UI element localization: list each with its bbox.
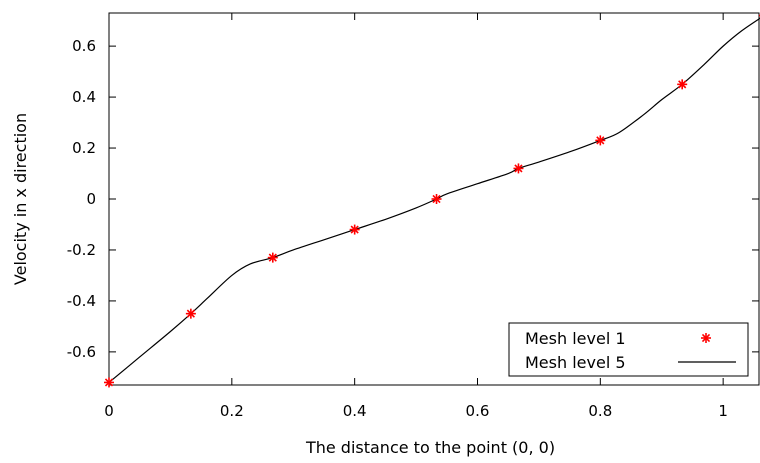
x-tick-label-0: 0 xyxy=(104,402,114,420)
legend-label-mesh-level-5: Mesh level 5 xyxy=(525,353,626,372)
data-point-mesh-level-1-2 xyxy=(267,252,278,263)
y-tick-label-1: -0.4 xyxy=(67,292,96,310)
legend: Mesh level 1 Mesh level 5 xyxy=(508,322,749,377)
data-point-mesh-level-1-0 xyxy=(104,377,114,388)
x-axis-title: The distance to the point (0, 0) xyxy=(305,438,555,457)
y-tick-label-2: -0.2 xyxy=(67,241,96,259)
x-tick-label-4: 0.8 xyxy=(588,402,612,420)
y-axis-title: Velocity in x direction xyxy=(11,113,30,285)
legend-box xyxy=(508,322,749,377)
x-tick-label-2: 0.4 xyxy=(343,402,367,420)
y-tick-label-6: 0.6 xyxy=(72,37,96,55)
data-point-mesh-level-1-5 xyxy=(513,163,524,174)
y-tick-label-4: 0.2 xyxy=(72,139,96,157)
data-point-mesh-level-1-6 xyxy=(595,135,606,146)
y-tick-label-0: -0.6 xyxy=(67,343,96,361)
x-tick-label-5: 1 xyxy=(718,402,728,420)
data-point-mesh-level-1-1 xyxy=(185,308,196,319)
data-point-mesh-level-1-4 xyxy=(431,194,442,204)
y-tick-label-3: 0 xyxy=(86,190,96,208)
data-layer xyxy=(104,14,760,388)
data-point-mesh-level-1-3 xyxy=(349,224,360,235)
legend-label-mesh-level-1: Mesh level 1 xyxy=(525,329,626,348)
legend-marker-mesh-level-1 xyxy=(701,333,711,343)
series-line-mesh-level-5 xyxy=(108,17,760,383)
x-tick-label-3: 0.6 xyxy=(466,402,490,420)
data-point-mesh-level-1-7 xyxy=(677,79,688,90)
y-tick-label-5: 0.4 xyxy=(72,88,96,106)
x-tick-label-1: 0.2 xyxy=(220,402,244,420)
